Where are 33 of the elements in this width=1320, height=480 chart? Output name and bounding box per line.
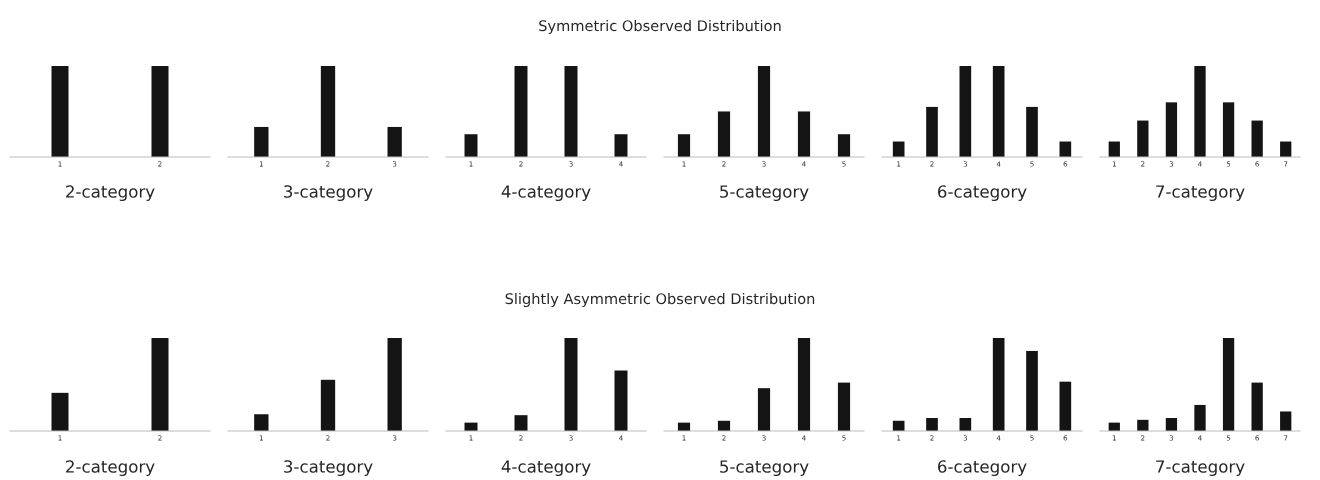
x-axis-title: 7-category — [1156, 460, 1245, 477]
x-axis-title: 2-category — [66, 460, 155, 477]
bar — [1222, 102, 1235, 157]
bar — [926, 417, 938, 431]
bar — [614, 370, 628, 431]
x-axis-title: 6-category — [938, 185, 1027, 202]
bar — [1165, 417, 1178, 431]
bar — [1280, 411, 1292, 431]
bar — [1222, 337, 1235, 431]
bar — [1194, 65, 1206, 157]
x-axis-title: 5-category — [720, 460, 809, 477]
bar — [1137, 120, 1149, 157]
x-axis-title: 3-category — [284, 460, 373, 477]
x-axis-title: 4-category — [501, 460, 591, 477]
chart-title: Symmetric Observed Distribution — [539, 19, 781, 35]
bar — [1165, 102, 1178, 157]
bar — [837, 382, 851, 431]
x-axis-title: 7-category — [1156, 185, 1245, 202]
bar — [992, 337, 1005, 431]
x-axis-title: 5-category — [720, 185, 809, 202]
x-axis-title: 2-category — [66, 185, 155, 202]
chart-title: Slightly Asymmetric Observed Distribution — [505, 292, 815, 308]
bar — [1026, 350, 1038, 431]
bar — [564, 337, 578, 431]
bar — [1251, 382, 1263, 431]
x-axis-title: 4-category — [501, 185, 591, 202]
x-axis-title: 3-category — [284, 185, 373, 202]
bar — [757, 388, 771, 431]
x-axis-title: 6-category — [938, 460, 1027, 477]
bar — [1251, 120, 1263, 157]
bar — [797, 337, 811, 431]
bar — [1194, 404, 1206, 431]
bar — [1059, 381, 1072, 431]
